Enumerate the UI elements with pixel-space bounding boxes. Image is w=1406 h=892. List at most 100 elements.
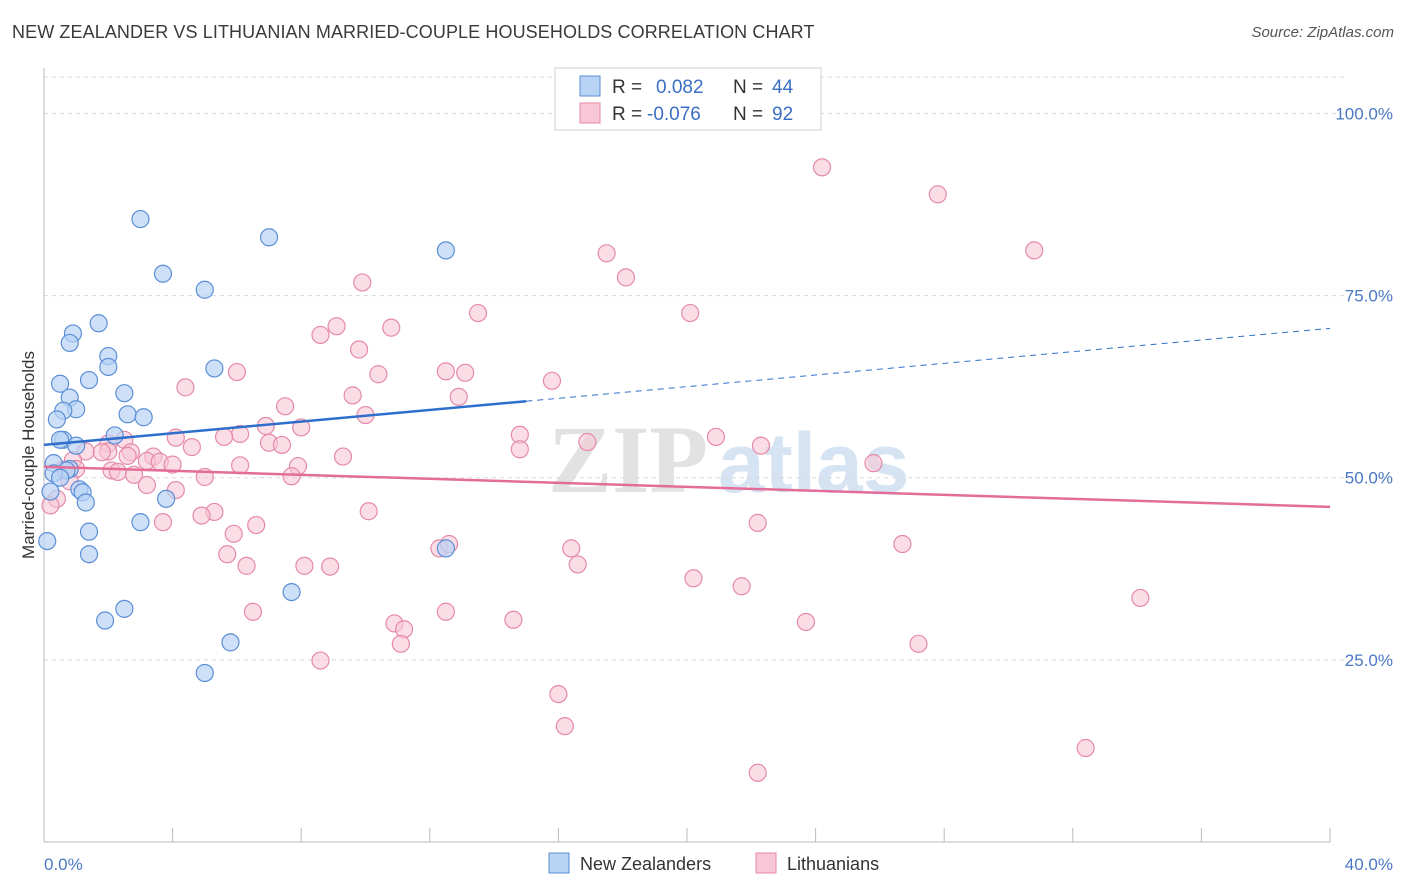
trend-line-new-zealanders	[43, 399, 527, 447]
series-new-zealanders-points	[38, 209, 455, 683]
point-new-zealanders-43	[195, 663, 214, 683]
bottom-legend-swatch-lt	[755, 852, 777, 874]
point-new-zealanders-1	[259, 228, 279, 247]
y-tick-label-75: 75.0%	[1345, 287, 1393, 306]
point-lithuanians-9	[382, 318, 401, 337]
bottom-legend-label-nz: New Zealanders	[580, 854, 711, 874]
point-new-zealanders-31	[41, 482, 60, 501]
x-axis-tick-labels: 0.0% 40.0%	[44, 855, 1393, 874]
point-new-zealanders-28	[50, 468, 70, 487]
x-axis-ticks	[43, 828, 1331, 842]
legend-r-label-nz: R =	[612, 77, 642, 98]
legend-r-label-lt: R =	[612, 104, 642, 125]
point-lithuanians-67	[247, 515, 266, 535]
point-lithuanians-41	[333, 447, 353, 466]
stats-legend: R = 0.082 N = 44 R = -0.076 N = 92	[554, 67, 822, 131]
trend-line-lithuanians	[43, 465, 1331, 509]
point-lithuanians-49	[231, 456, 250, 475]
trend-lines	[43, 327, 1331, 509]
legend-n-label-nz: N =	[733, 77, 763, 98]
y-tick-label-50: 50.0%	[1345, 469, 1393, 488]
point-new-zealanders-9	[99, 357, 118, 377]
legend-r-value-nz: 0.082	[656, 77, 704, 98]
point-lithuanians-79	[684, 569, 703, 588]
point-lithuanians-18	[343, 386, 362, 405]
point-lithuanians-74	[218, 545, 237, 564]
point-lithuanians-72	[562, 539, 581, 558]
point-new-zealanders-20	[105, 426, 124, 445]
point-lithuanians-78	[237, 556, 256, 575]
point-lithuanians-77	[321, 557, 340, 576]
point-lithuanians-65	[192, 506, 211, 525]
point-lithuanians-13	[436, 362, 455, 381]
legend-r-value-lt: -0.076	[647, 104, 701, 125]
point-lithuanians-5	[353, 273, 372, 292]
point-new-zealanders-17	[118, 405, 137, 424]
x-tick-label-1: 40.0%	[1345, 855, 1393, 874]
point-lithuanians-69	[224, 524, 243, 543]
point-new-zealanders-0	[131, 209, 150, 229]
point-lithuanians-54	[108, 462, 128, 481]
point-lithuanians-92	[555, 717, 574, 736]
point-lithuanians-91	[549, 684, 568, 704]
point-new-zealanders-35	[79, 522, 99, 541]
point-new-zealanders-19	[47, 410, 66, 429]
point-lithuanians-89	[391, 634, 410, 653]
point-new-zealanders-32	[157, 489, 176, 508]
point-new-zealanders-33	[76, 493, 95, 512]
point-lithuanians-63	[359, 502, 378, 521]
legend-n-value-nz: 44	[772, 77, 794, 98]
point-new-zealanders-39	[282, 582, 301, 602]
point-lithuanians-3	[597, 244, 616, 263]
point-lithuanians-10	[311, 325, 330, 345]
point-new-zealanders-23	[67, 436, 86, 455]
point-new-zealanders-11	[79, 370, 99, 390]
point-new-zealanders-38	[79, 545, 99, 564]
point-lithuanians-40	[751, 436, 771, 455]
point-new-zealanders-10	[205, 359, 224, 378]
point-new-zealanders-34	[131, 513, 150, 532]
point-lithuanians-1	[928, 185, 947, 204]
point-lithuanians-0	[812, 158, 832, 177]
point-new-zealanders-37	[436, 539, 455, 558]
point-lithuanians-20	[276, 397, 295, 416]
point-lithuanians-83	[436, 602, 455, 621]
point-lithuanians-30	[578, 432, 597, 452]
legend-n-value-lt: 92	[772, 104, 793, 125]
point-lithuanians-14	[227, 362, 246, 382]
watermark: ZIP atlas	[548, 406, 909, 513]
point-new-zealanders-18	[134, 408, 153, 427]
point-lithuanians-81	[1131, 588, 1150, 608]
chart-title: NEW ZEALANDER VS LITHUANIAN MARRIED-COUP…	[12, 22, 815, 42]
point-new-zealanders-22	[50, 430, 70, 449]
series-legend: New Zealanders Lithuanians	[548, 852, 879, 874]
point-lithuanians-35	[182, 438, 201, 457]
source-credit: Source: ZipAtlas.com	[1251, 24, 1394, 41]
y-tick-label-25: 25.0%	[1345, 651, 1393, 670]
point-lithuanians-47	[864, 454, 883, 473]
point-lithuanians-4	[616, 268, 636, 287]
point-lithuanians-66	[153, 513, 173, 532]
bottom-legend-swatch-nz	[548, 852, 570, 874]
point-lithuanians-88	[909, 634, 928, 653]
point-new-zealanders-13	[115, 384, 134, 403]
legend-n-label-lt: N =	[733, 104, 763, 125]
point-lithuanians-94	[748, 763, 767, 782]
x-tick-label-0: 0.0%	[44, 855, 83, 874]
point-new-zealanders-7	[60, 333, 79, 353]
point-lithuanians-48	[163, 455, 182, 474]
bottom-legend-label-lt: Lithuanians	[787, 854, 879, 874]
point-lithuanians-16	[542, 371, 562, 390]
point-lithuanians-58	[282, 467, 301, 486]
point-lithuanians-6	[468, 303, 488, 323]
point-lithuanians-90	[311, 651, 330, 670]
point-lithuanians-75	[568, 555, 587, 574]
point-new-zealanders-4	[195, 280, 214, 299]
point-lithuanians-93	[1076, 738, 1095, 758]
point-lithuanians-19	[449, 387, 468, 406]
point-lithuanians-8	[327, 317, 346, 336]
point-lithuanians-80	[732, 577, 751, 596]
point-lithuanians-32	[272, 435, 292, 455]
point-new-zealanders-36	[38, 531, 57, 551]
